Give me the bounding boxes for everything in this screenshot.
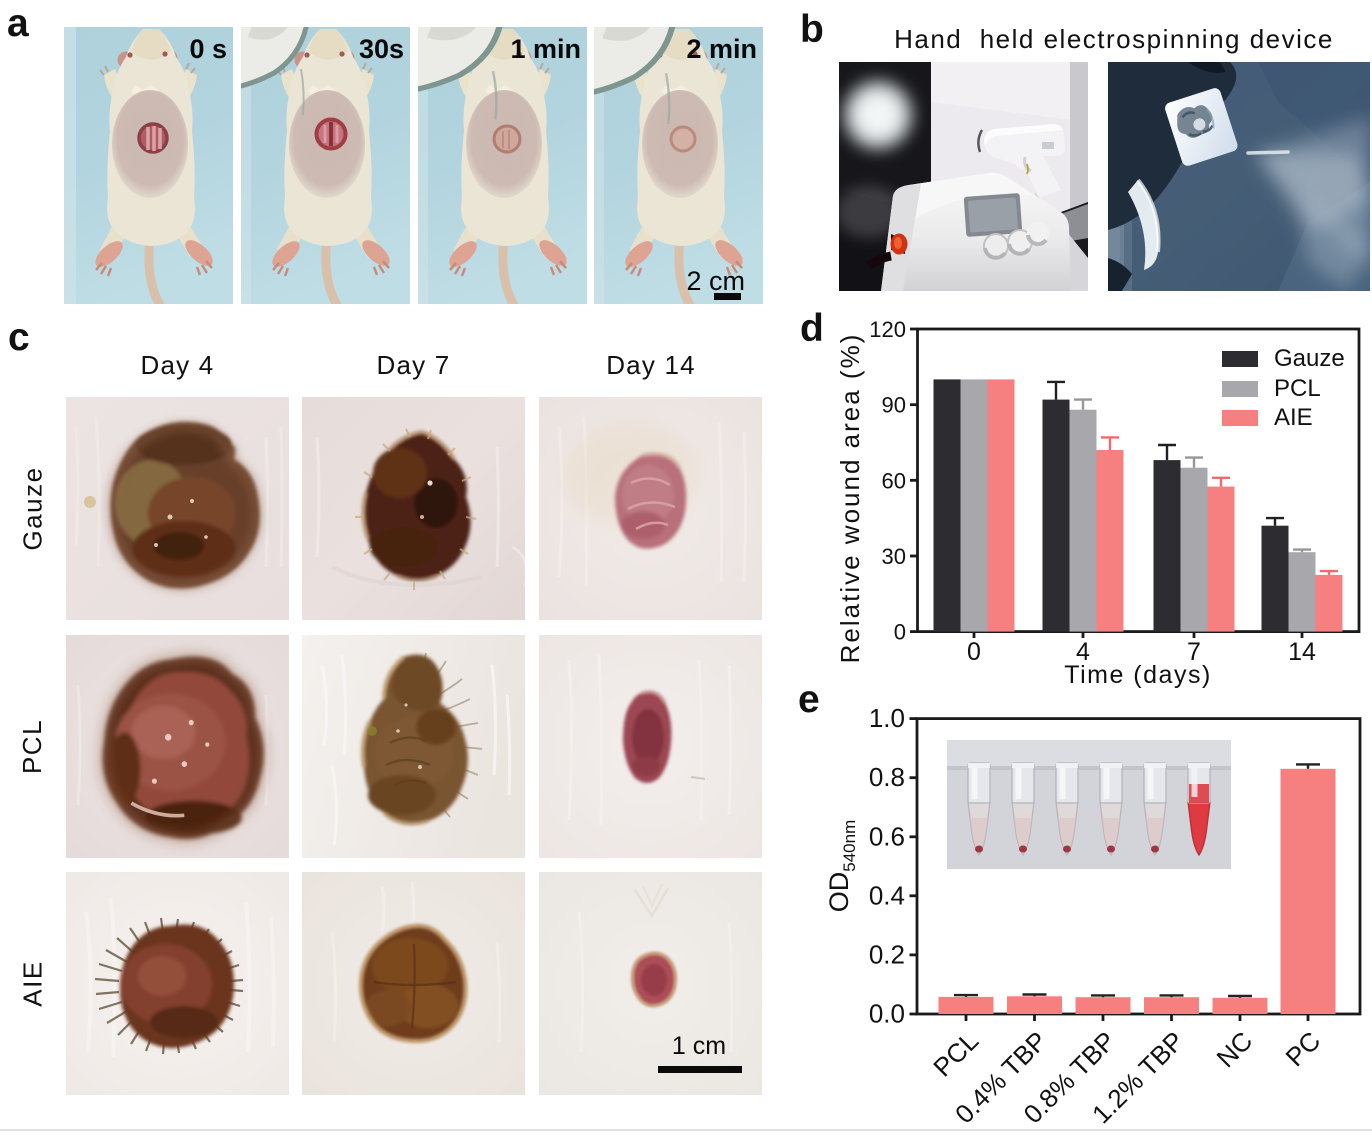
svg-text:PCL: PCL <box>927 1026 984 1083</box>
svg-text:0.4: 0.4 <box>869 880 905 910</box>
svg-text:NC: NC <box>1210 1026 1258 1074</box>
svg-text:1.0: 1.0 <box>869 703 905 733</box>
svg-text:Relative wound area (%): Relative wound area (%) <box>835 333 865 664</box>
svg-text:7: 7 <box>1187 638 1201 666</box>
svg-text:90: 90 <box>882 393 906 418</box>
svg-text:60: 60 <box>882 468 906 493</box>
svg-text:120: 120 <box>869 317 906 342</box>
svg-text:0.0: 0.0 <box>869 999 905 1029</box>
svg-text:0.6: 0.6 <box>869 821 905 851</box>
svg-text:Time (days): Time (days) <box>1064 661 1212 689</box>
svg-text:AIE: AIE <box>1274 404 1313 431</box>
svg-text:1 cm: 1 cm <box>672 1032 726 1060</box>
svg-text:0: 0 <box>967 638 981 666</box>
svg-text:0.2: 0.2 <box>869 939 905 969</box>
svg-text:0 s: 0 s <box>189 34 227 64</box>
svg-text:Gauze: Gauze <box>1274 345 1345 372</box>
svg-text:PCL: PCL <box>1274 375 1321 402</box>
svg-text:30s: 30s <box>359 34 404 64</box>
svg-text:2 cm: 2 cm <box>686 266 745 296</box>
svg-text:PC: PC <box>1279 1026 1326 1073</box>
svg-text:2 min: 2 min <box>686 34 757 64</box>
svg-text:1 min: 1 min <box>510 34 581 64</box>
svg-text:4: 4 <box>1076 638 1090 666</box>
svg-text:OD540nm: OD540nm <box>824 820 859 912</box>
svg-text:14: 14 <box>1288 638 1316 666</box>
svg-text:0.8: 0.8 <box>869 762 905 792</box>
svg-text:0: 0 <box>894 620 906 645</box>
svg-text:30: 30 <box>882 544 906 569</box>
